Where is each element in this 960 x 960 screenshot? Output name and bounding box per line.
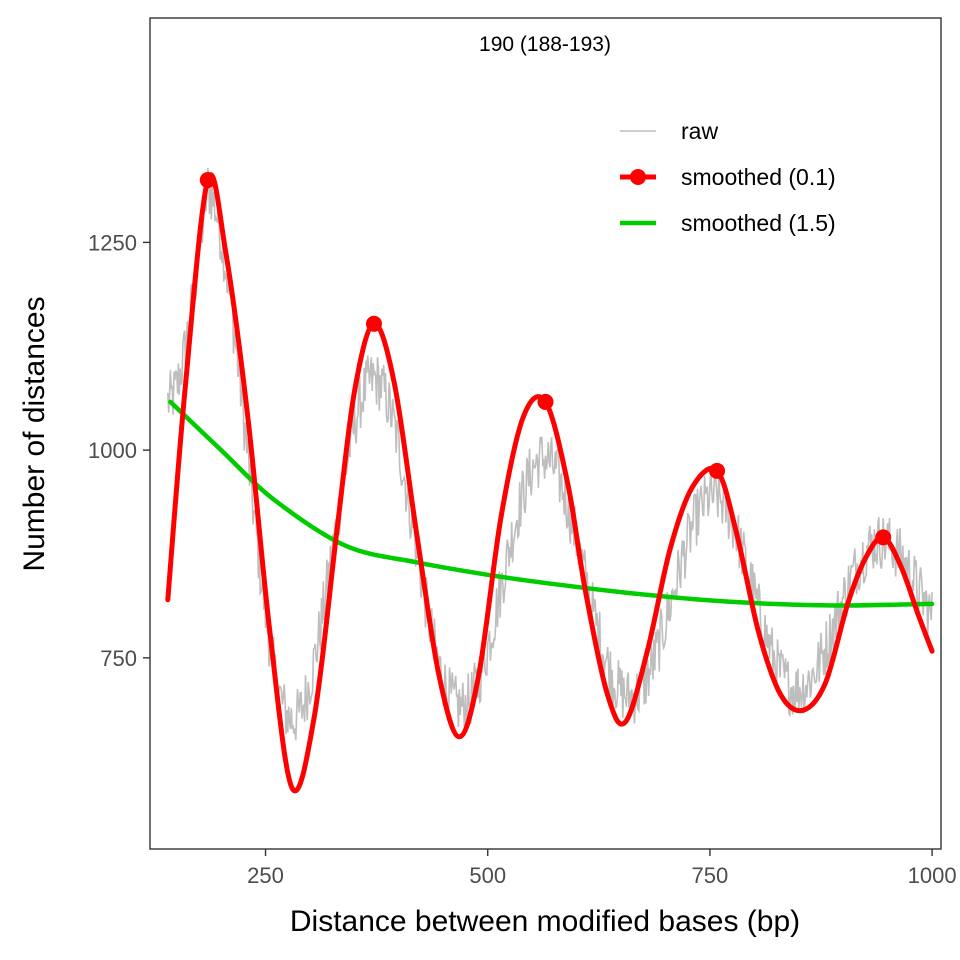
series-smoothed-1-5-line: [168, 399, 935, 608]
y-axis: 750 1000 1250: [88, 230, 150, 671]
peak-point: [199, 172, 216, 189]
y-tick-label: 750: [100, 646, 137, 671]
x-axis: 250 500 750 1000: [247, 849, 957, 888]
y-tick-label: 1000: [88, 438, 137, 463]
smoothed-series-layer: [165, 172, 935, 794]
legend-item-smoothed-1-5: smoothed (1.5): [620, 210, 836, 236]
legend-label: smoothed (0.1): [681, 164, 836, 190]
peak-point: [537, 393, 554, 410]
y-tick-label: 1250: [88, 230, 137, 255]
x-tick-label: 750: [692, 863, 729, 888]
peak-point: [875, 529, 892, 546]
peak-point: [709, 462, 726, 479]
legend: raw smoothed (0.1) smoothed (1.5): [620, 118, 836, 236]
raw-series: [167, 167, 933, 741]
x-tick-label: 1000: [908, 863, 957, 888]
legend-key-point: [630, 169, 646, 185]
legend-label: raw: [681, 118, 718, 144]
legend-label: smoothed (1.5): [681, 210, 836, 236]
x-tick-label: 250: [247, 863, 284, 888]
peak-markers: [199, 172, 892, 546]
series-raw-line: [167, 167, 933, 741]
plot-panel-border: [149, 17, 942, 850]
y-axis-title: Number of distances: [18, 296, 51, 571]
peak-point: [365, 315, 382, 332]
series-smoothed-0-1-line: [165, 172, 935, 794]
x-tick-label: 500: [469, 863, 506, 888]
x-axis-title: Distance between modified bases (bp): [290, 905, 800, 938]
chart-annotation: 190 (188-193): [479, 33, 611, 56]
legend-item-smoothed-0-1: smoothed (0.1): [620, 164, 836, 190]
legend-item-raw: raw: [620, 118, 718, 144]
